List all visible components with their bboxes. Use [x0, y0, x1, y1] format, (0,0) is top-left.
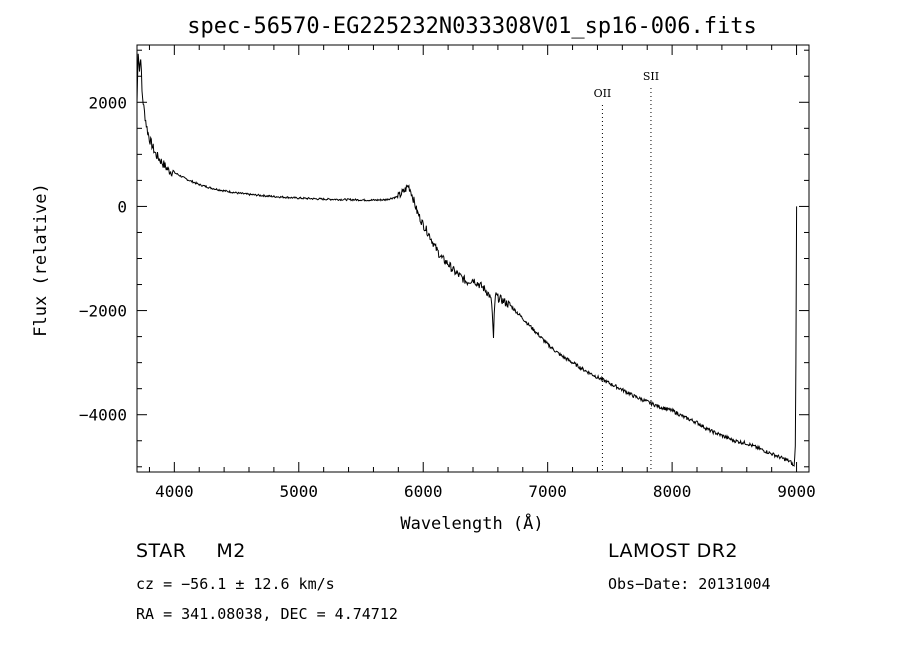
x-tick-label: 8000: [653, 482, 692, 501]
line-marker-label: OII: [594, 87, 612, 100]
plot-frame: [136, 44, 810, 473]
x-tick-label: 6000: [404, 482, 443, 501]
y-axis-label: Flux (relative): [31, 183, 51, 337]
line-marker-label: SII: [643, 70, 659, 83]
chart-title: spec-56570-EG225232N033308V01_sp16-006.f…: [187, 14, 757, 39]
ra-dec-coordinates: RA = 341.08038, DEC = 4.74712: [136, 605, 398, 623]
x-tick-label: 4000: [155, 482, 194, 501]
object-subclass: M2: [216, 540, 246, 562]
y-tick-label: 0: [117, 197, 127, 216]
x-tick-label: 7000: [528, 482, 567, 501]
observation-date: Obs−Date: 20131004: [608, 575, 771, 593]
y-tick-label: 2000: [88, 93, 127, 112]
survey-name: LAMOST DR2: [608, 540, 738, 562]
axis-ticks: [137, 45, 809, 472]
object-class: STAR: [136, 540, 187, 562]
x-tick-label: 9000: [777, 482, 816, 501]
x-axis-label: Wavelength (Å): [400, 512, 543, 534]
object-classification: STAR M2: [136, 540, 246, 562]
y-tick-label: −4000: [79, 406, 127, 425]
spectrum-line: [136, 53, 798, 467]
y-tick-label: −2000: [79, 302, 127, 321]
x-tick-label: 5000: [280, 482, 319, 501]
redshift-velocity: cz = −56.1 ± 12.6 km/s: [136, 575, 335, 593]
tick-labels: 4000 5000 6000 7000 8000 9000 −4000 −2000 0 2000: [79, 93, 816, 501]
emission-line-markers: OII SII: [594, 70, 659, 472]
